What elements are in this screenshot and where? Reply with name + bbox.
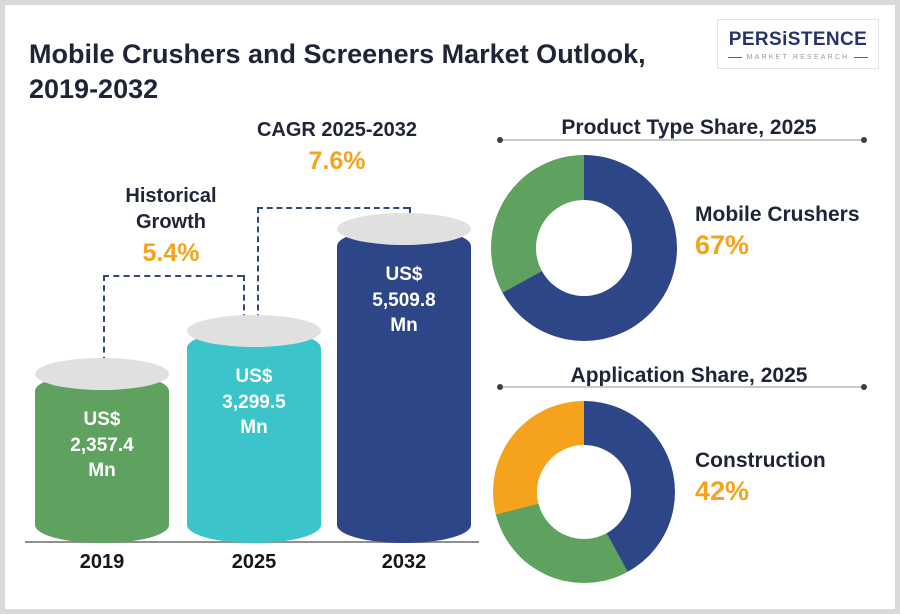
axis-label-2019: 2019 [79, 551, 125, 573]
donut-hole [536, 200, 632, 296]
historical-growth-annotation: Historical Growth 5.4% [111, 183, 231, 268]
product-type-donut [491, 155, 677, 341]
dashed-connector [103, 275, 105, 373]
dashed-connector [257, 207, 409, 209]
axis-label-2032: 2032 [381, 551, 427, 573]
product-type-callout: Mobile Crushers 67% [695, 203, 895, 261]
bar-2025: US$ 3,299.5 Mn [187, 315, 321, 543]
annotation-label: CAGR 2025-2032 [256, 119, 418, 141]
persistence-logo: PERSiSTENCE MARKET RESEARCH [717, 19, 879, 69]
bar-value-label: US$ 3,299.5 Mn [222, 366, 286, 439]
callout-value: 67% [695, 230, 750, 260]
logo-name: PERSiSTENCE [728, 29, 868, 50]
annotation-value: 5.4% [142, 239, 200, 267]
bar-body [35, 373, 169, 543]
cagr-annotation: CAGR 2025-2032 7.6% [247, 117, 427, 176]
application-callout: Construction 42% [695, 449, 895, 507]
application-donut [493, 401, 675, 583]
dashed-connector [243, 275, 245, 330]
bar-chart: Historical Growth 5.4% CAGR 2025-2032 7.… [21, 95, 483, 579]
application-share-title: Application Share, 2025 [570, 364, 808, 388]
bar-2019: US$ 2,357.4 Mn [35, 358, 169, 543]
callout-label: Construction [695, 449, 826, 472]
annotation-value: 7.6% [308, 147, 366, 175]
product-type-share-title: Product Type Share, 2025 [561, 116, 817, 140]
logo-subtitle: MARKET RESEARCH [724, 54, 872, 61]
callout-label: Mobile Crushers [695, 203, 860, 226]
bar-top-ellipse [337, 213, 471, 245]
divider [497, 137, 867, 143]
bar-2032: US$ 5,509.8 Mn [337, 213, 471, 543]
dashed-connector [103, 275, 243, 277]
donut-hole [537, 445, 631, 539]
dashed-connector [257, 207, 259, 330]
bar-value-label: US$ 5,509.8 Mn [372, 264, 436, 337]
bar-top-ellipse [35, 358, 169, 390]
bar-value-label: US$ 2,357.4 Mn [70, 409, 134, 482]
bar-top-ellipse [187, 315, 321, 347]
divider [497, 384, 867, 390]
annotation-label: Historical Growth [125, 185, 217, 233]
callout-value: 42% [695, 476, 750, 506]
page-title: Mobile Crushers and Screeners Market Out… [29, 39, 646, 105]
bar-body [187, 330, 321, 543]
axis-label-2025: 2025 [231, 551, 277, 573]
bar-body [337, 228, 471, 543]
